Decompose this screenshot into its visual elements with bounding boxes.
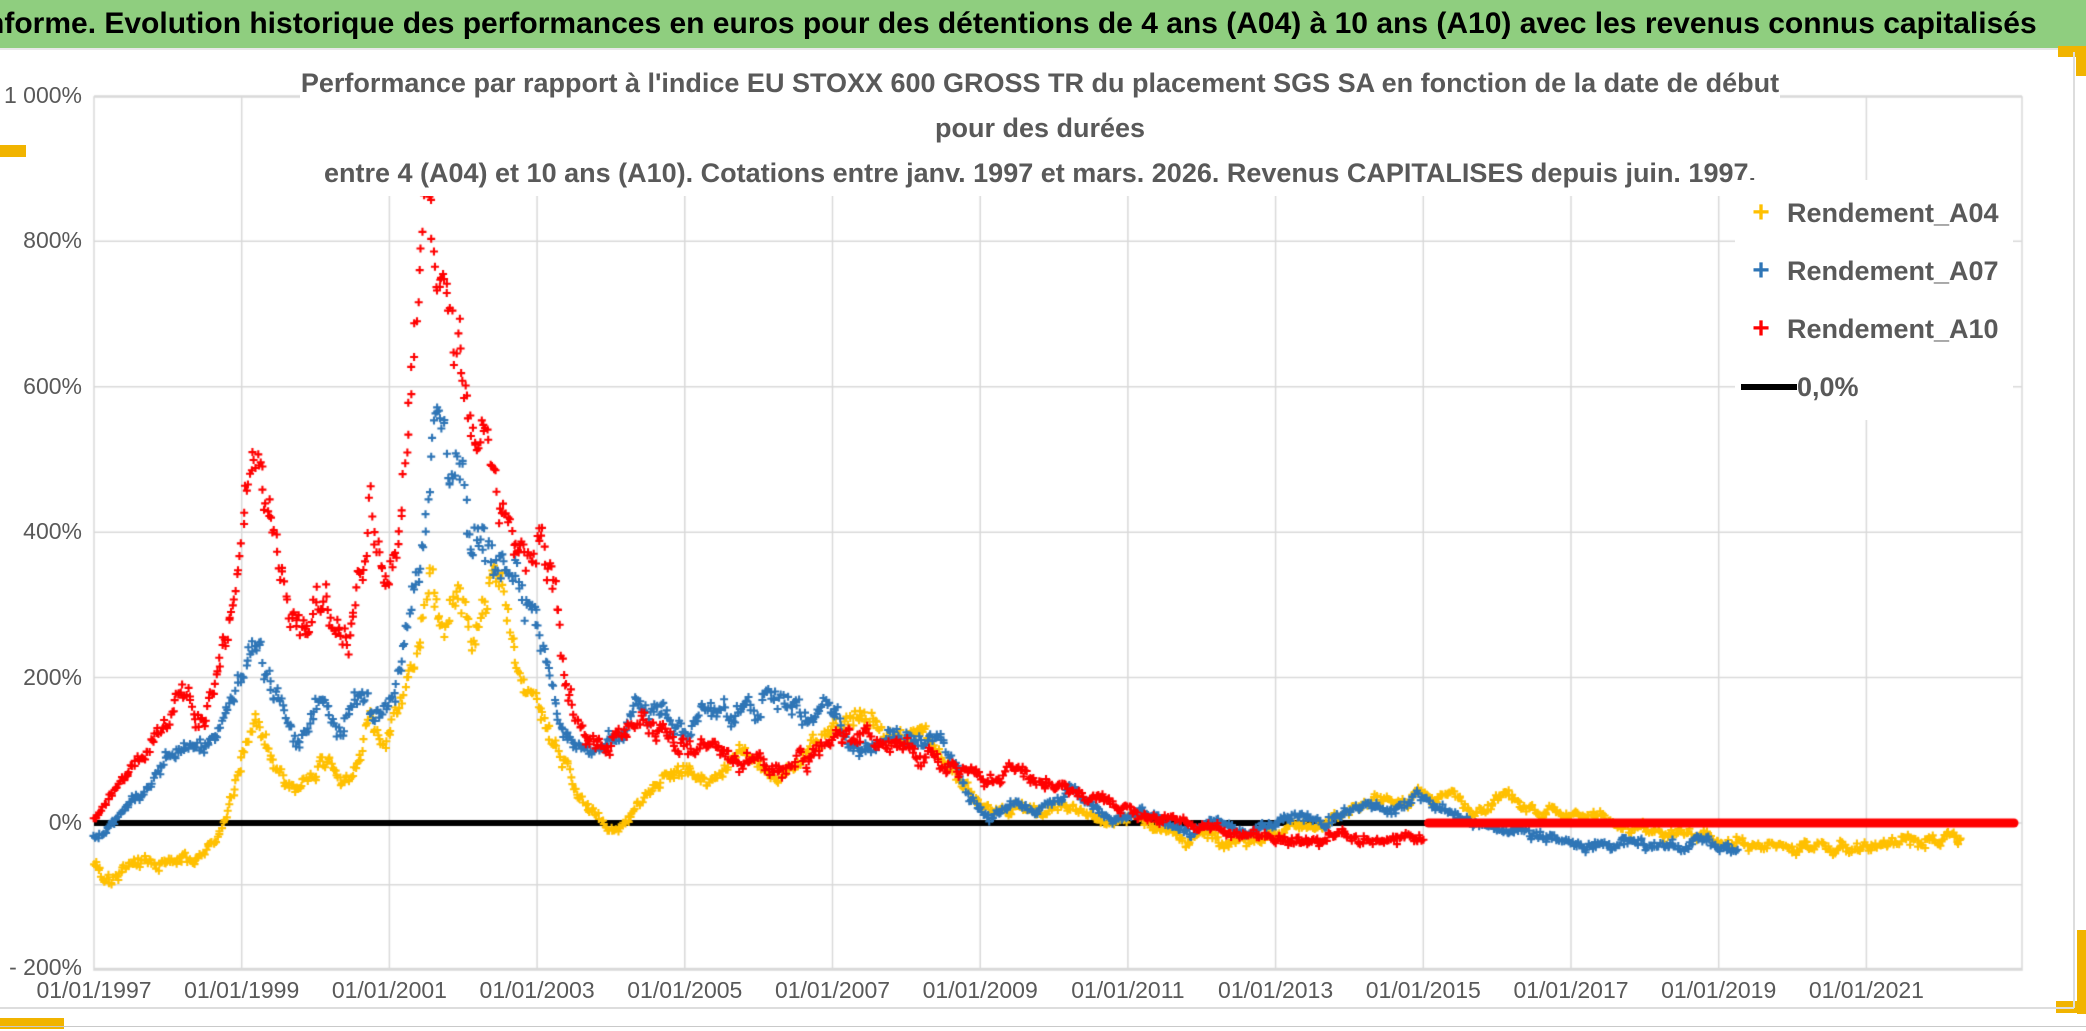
x-tick-label: 01/01/2019	[1661, 977, 1777, 1003]
plus-marker-icon: +	[1752, 254, 1770, 287]
gold-frame-bottom-left-fragment	[0, 1018, 64, 1029]
x-tick-label: 01/01/2013	[1218, 977, 1334, 1003]
chart-legend: + Rendement_A04 + Rendement_A07 + Rendem…	[1735, 180, 2013, 420]
y-tick-label: 0%	[48, 809, 82, 835]
chart-title-line-1: Performance par rapport à l'indice EU ST…	[300, 68, 1780, 143]
x-tick-label: 01/01/2007	[774, 977, 891, 1003]
y-tick-label: 600%	[23, 372, 82, 399]
page-bottom-divider	[0, 1026, 2086, 1027]
legend-item-rendement-a07: + Rendement_A07	[1735, 242, 2013, 300]
x-tick-label: 01/01/2009	[922, 977, 1038, 1003]
x-tick-label: 01/01/2003	[479, 977, 595, 1003]
y-tick-label: 800%	[23, 227, 82, 254]
x-tick-label: 01/01/2017	[1513, 977, 1629, 1003]
legend-label: Rendement_A10	[1787, 313, 1999, 344]
y-tick-label: 400%	[23, 518, 82, 545]
y-tick-label: 200%	[23, 663, 82, 690]
y-tick-label: 1 000%	[3, 81, 82, 108]
chart-object-right-border	[2073, 52, 2075, 1008]
legend-item-rendement-a04: + Rendement_A04	[1735, 184, 2013, 242]
legend-item-rendement-a10: + Rendement_A10	[1735, 300, 2013, 358]
legend-item-zero-line: 0,0%	[1735, 358, 2013, 416]
x-tick-label: 01/01/2015	[1365, 977, 1481, 1003]
x-tick-label: 01/01/1997	[36, 977, 152, 1003]
plus-marker-icon: +	[1752, 312, 1770, 345]
y-tick-label: - 200%	[9, 954, 82, 981]
gold-frame-top-right-fragment	[2058, 46, 2086, 57]
chart-object-bottom-border	[0, 1007, 2074, 1009]
x-tick-label: 01/01/1999	[184, 977, 300, 1003]
gold-frame-left-fragment	[0, 145, 26, 157]
legend-label: Rendement_A07	[1787, 255, 1999, 286]
gold-frame-top-right-edge	[2076, 46, 2086, 76]
chart-title-line-2: entre 4 (A04) et 10 ans (A10). Cotations…	[323, 158, 1756, 188]
chart-title: Performance par rapport à l'indice EU ST…	[300, 61, 1780, 196]
plus-marker-icon: +	[1752, 196, 1770, 229]
legend-label: 0,0%	[1797, 371, 1859, 402]
gold-frame-bottom-right-edge	[2077, 930, 2086, 1014]
x-tick-label: 01/01/2001	[331, 977, 447, 1003]
x-tick-label: 01/01/2005	[627, 977, 743, 1003]
zero-line-icon	[1741, 384, 1797, 390]
x-tick-label: 01/01/2021	[1808, 977, 1924, 1003]
x-tick-label: 01/01/2011	[1071, 977, 1185, 1003]
legend-label: Rendement_A04	[1787, 197, 1999, 228]
